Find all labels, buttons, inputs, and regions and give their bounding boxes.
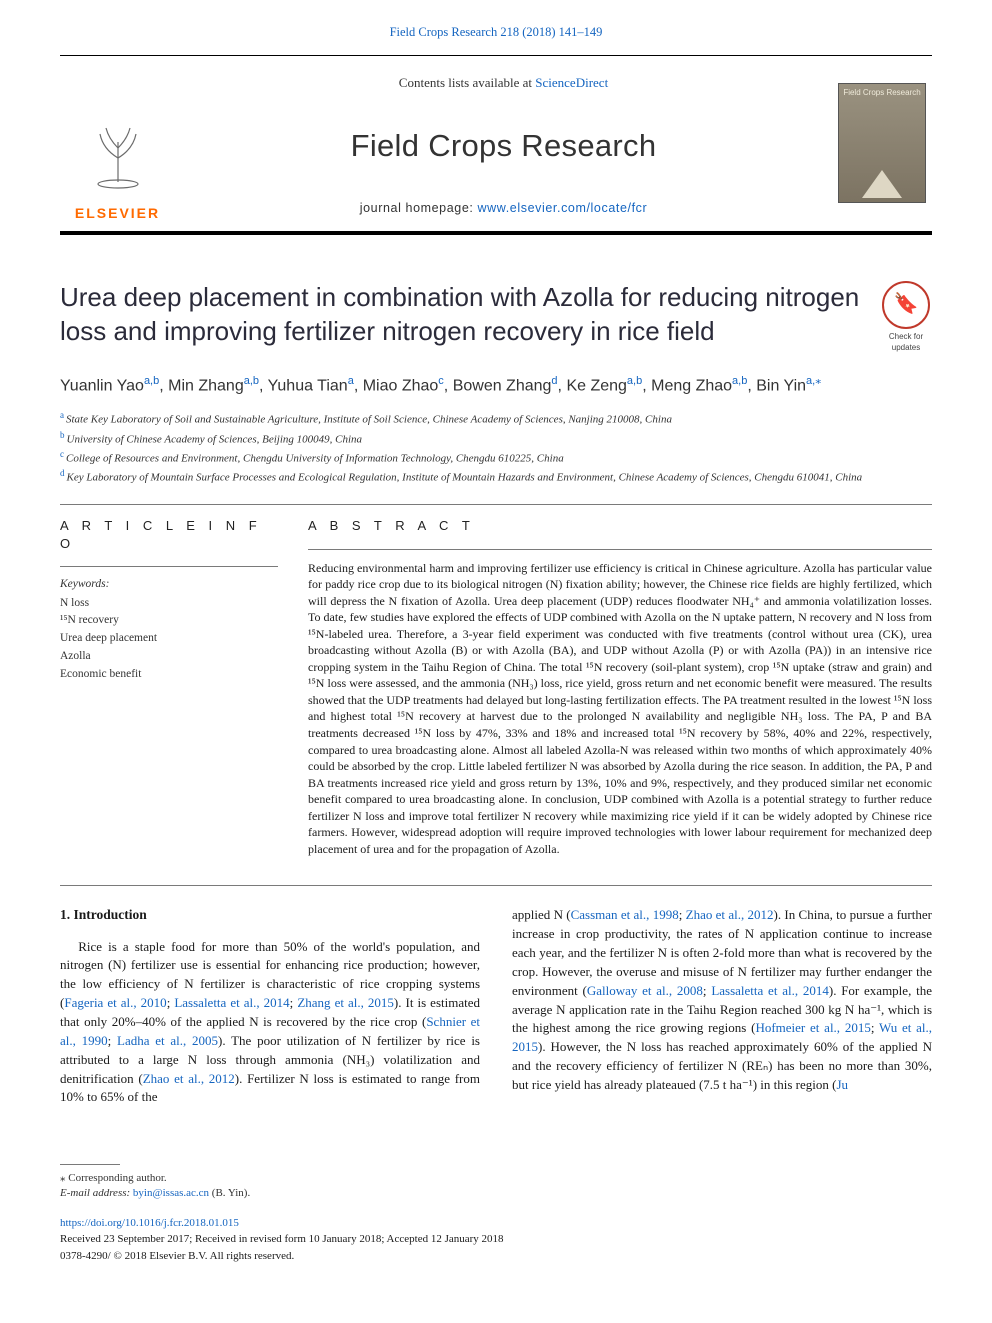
affiliations: aState Key Laboratory of Soil and Sustai… [60,409,932,486]
body-paragraph: Rice is a staple food for more than 50% … [60,938,480,1108]
publisher-name: ELSEVIER [75,204,160,223]
divider [60,885,932,886]
copyright: 0378-4290/ © 2018 Elsevier B.V. All righ… [60,1248,932,1265]
abstract-text: Reducing environmental harm and improvin… [308,560,932,858]
citation-link[interactable]: Hofmeier et al., 2015 [755,1020,870,1035]
publisher-logo[interactable]: ELSEVIER [60,56,175,231]
citation-link[interactable]: Ladha et al., 2005 [117,1033,218,1048]
article-info-heading: A R T I C L E I N F O [60,517,278,552]
article-history: Received 23 September 2017; Received in … [60,1231,932,1248]
check-updates-button[interactable]: 🔖 Check for updates [880,281,932,354]
doi-link[interactable]: https://doi.org/10.1016/j.fcr.2018.01.01… [60,1217,239,1229]
footnote-divider [60,1164,120,1165]
homepage-link[interactable]: www.elsevier.com/locate/fcr [478,201,648,215]
divider [60,504,932,505]
body-paragraph: applied N (Cassman et al., 1998; Zhao et… [512,906,932,1094]
email-post: (B. Yin). [209,1187,250,1199]
email-link[interactable]: byin@issas.ac.cn [133,1187,209,1199]
citation-link[interactable]: Cassman et al., 1998 [571,907,679,922]
citation-link[interactable]: Zhao et al., 2012 [686,907,774,922]
contents-available: Contents lists available at ScienceDirec… [399,74,608,92]
citation-link[interactable]: Lassaletta et al., 2014 [711,983,829,998]
journal-title: Field Crops Research [351,125,657,167]
bookmark-icon: 🔖 [894,291,919,318]
divider [308,549,932,550]
authors: Yuanlin Yaoa,b, Min Zhanga,b, Yuhua Tian… [60,371,932,399]
keywords-list: N loss¹⁵N recoveryUrea deep placementAzo… [60,595,278,684]
citation-link[interactable]: Lassaletta et al., 2014 [174,995,289,1010]
page-header-citation: Field Crops Research 218 (2018) 141–149 [60,18,932,55]
citation-link[interactable]: Zhao et al., 2012 [143,1071,235,1086]
corr-author-label: ⁎ Corresponding author. [60,1171,932,1186]
abstract-heading: A B S T R A C T [308,517,932,535]
section-heading: 1. Introduction [60,906,480,924]
homepage-prefix: journal homepage: [360,201,478,215]
citation-link[interactable]: Ju [836,1077,848,1092]
divider [60,566,278,567]
citation-link[interactable]: Zhang et al., 2015 [297,995,394,1010]
cover-graphic-icon [862,170,902,198]
check-updates-label: Check for updates [880,332,932,354]
citation-link[interactable]: Fageria et al., 2010 [64,995,166,1010]
corresponding-author-note: ⁎ Corresponding author. E-mail address: … [60,1171,932,1201]
journal-homepage: journal homepage: www.elsevier.com/locat… [360,200,648,217]
journal-cover[interactable]: Field Crops Research [832,56,932,231]
citation-link[interactable]: Galloway et al., 2008 [587,983,703,998]
cover-title: Field Crops Research [843,88,920,99]
keywords-heading: Keywords: [60,577,278,593]
article-title: Urea deep placement in combination with … [60,281,860,354]
contents-prefix: Contents lists available at [399,75,535,90]
article-footer: https://doi.org/10.1016/j.fcr.2018.01.01… [60,1215,932,1265]
journal-citation-link[interactable]: Field Crops Research 218 (2018) 141–149 [390,25,603,39]
journal-header: ELSEVIER Contents lists available at Sci… [60,55,932,235]
sciencedirect-link[interactable]: ScienceDirect [535,75,608,90]
elsevier-tree-icon [88,112,148,200]
email-label: E-mail address: [60,1187,130,1199]
